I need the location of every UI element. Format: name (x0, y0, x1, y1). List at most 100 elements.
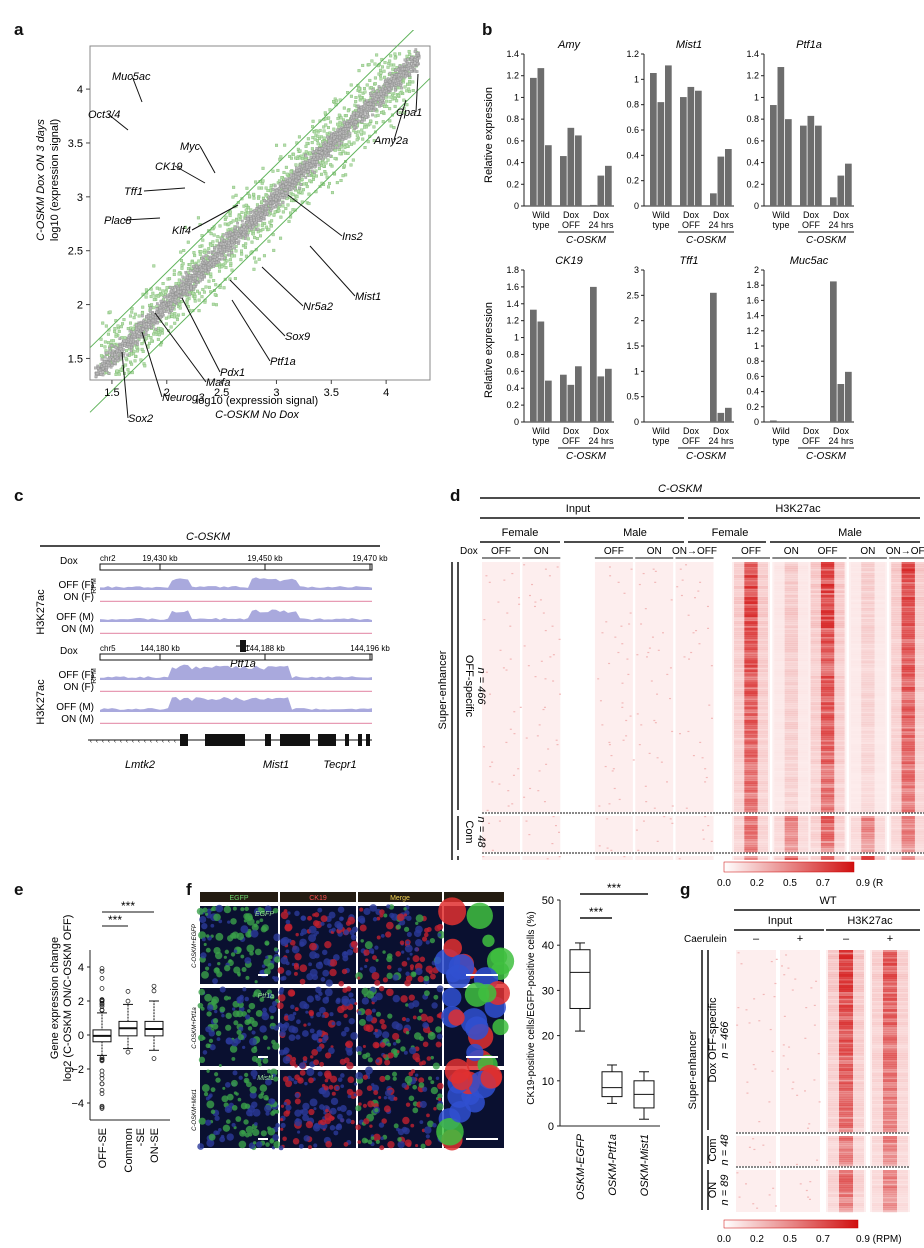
scatter-a-point-gray (313, 160, 316, 164)
scatter-a-point-green (113, 330, 117, 334)
b-bar (725, 407, 732, 422)
b-bar (717, 156, 725, 206)
scatter-a-point-green (244, 242, 248, 246)
scatter-a-point-gray (302, 169, 305, 172)
g-input-label: Input (768, 915, 792, 927)
scatter-plot-a: 1.5 2 2.5 3 3.5 4 1.5 2 2.5 3 3.5 4 Muc5ac Oct3/4 Myc C… (35, 30, 431, 425)
scatter-a-point-gray (405, 67, 408, 71)
scatter-a-point-gray (162, 302, 165, 306)
d-col-label: OFF (818, 546, 838, 557)
d-row-title: Super-enhancer (437, 650, 449, 729)
scatter-a-point-green (308, 179, 312, 183)
d-scale-tick: 0.0 (717, 878, 731, 889)
b-bar (770, 105, 777, 206)
scatter-a-point-gray (338, 131, 342, 135)
scatter-a-point-green (405, 103, 409, 107)
scatter-a-point-green (186, 240, 190, 244)
scatter-a-point-green (266, 189, 270, 193)
d-row-n: n = 48 (475, 817, 487, 849)
f-ylabel: CK19-positive cells/EGFP-positive cells … (526, 911, 537, 1104)
scatter-a-point-green (332, 127, 336, 131)
scatter-a-point-green (119, 325, 123, 329)
scatter-a-point-gray (295, 166, 298, 170)
scatter-a-point-green (408, 79, 412, 83)
b-group-label: type (772, 436, 789, 446)
scatter-a-point-green (324, 117, 328, 121)
scatter-a-point-green (256, 230, 260, 234)
svg-text:‹: ‹ (90, 739, 92, 745)
c-signal-track (100, 632, 372, 634)
scatter-a-point-gray (370, 93, 374, 97)
b-bar (830, 281, 837, 422)
scatter-a-point-gray (384, 79, 387, 83)
scatter-a-point-green (289, 156, 293, 160)
heatmap-column (780, 1170, 820, 1212)
scatter-a-point-gray (225, 232, 228, 235)
scatter-a-point-gray (374, 97, 378, 101)
scatter-a-point-green (175, 318, 179, 322)
b-ylabel-bottom: Relative expression (483, 302, 495, 398)
scatter-a-point-gray (194, 276, 197, 280)
heatmap-column (736, 950, 776, 1132)
scatter-a-point-green (383, 75, 387, 79)
b-group-label: Dox (833, 210, 850, 220)
scatter-a-point-green (375, 121, 379, 125)
b-chart-title: Tff1 (680, 255, 699, 267)
heatmap-column (522, 562, 561, 812)
scatter-a-point-gray (372, 103, 375, 107)
scatter-a-point-green (140, 342, 144, 346)
heatmap-column (675, 816, 714, 852)
scatter-a-point-green (193, 299, 197, 303)
scatter-a-point-gray (173, 298, 177, 302)
scatter-a-point-green (173, 321, 177, 325)
scatter-a-point-green (178, 306, 182, 310)
scatter-a-point-green (297, 135, 301, 139)
scatter-a-point-gray (200, 257, 204, 260)
scatter-a-gene-label: Pdx1 (220, 367, 245, 379)
boxplot-f: 50 40 30 20 10 0 OSKM-EGFP OSKM-Ptf1a OSKM-Mist1… (526, 881, 660, 1200)
scatter-a-point-green (228, 214, 232, 218)
scatter-a-point-green (392, 63, 396, 67)
b-ytick: 2 (754, 265, 759, 275)
heatmap-column (635, 856, 674, 860)
c-coord-tick: 144,180 kb (140, 644, 180, 653)
scatter-a-point-green (373, 82, 377, 86)
scatter-a-point-green (327, 181, 331, 185)
scatter-a-point-gray (161, 313, 164, 316)
scatter-a-point-gray (233, 246, 236, 250)
scatter-a-point-green (211, 240, 215, 244)
scatter-a-point-green (408, 53, 412, 57)
scatter-a-point-gray (262, 215, 266, 218)
f-row-label: C-OSKM+Mist1 (192, 1089, 198, 1131)
scatter-a-point-gray (251, 225, 255, 229)
scatter-a-gene-label: Amy2a (373, 135, 408, 147)
scatter-a-point-green (177, 313, 181, 317)
scatter-a-point-green (338, 152, 342, 156)
scatter-a-point-green (391, 67, 395, 71)
scatter-a-point-gray (284, 191, 288, 195)
scatter-a-point-green (101, 321, 105, 325)
scatter-a-point-gray (340, 138, 344, 142)
scatter-a-point-gray (373, 94, 377, 98)
b-ytick: 0.5 (626, 392, 639, 402)
scatter-a-point-gray (385, 93, 388, 96)
scatter-a-point-gray (216, 254, 219, 258)
scatter-a-point-green (125, 349, 129, 353)
scatter-a-point-green (279, 236, 283, 240)
scatter-a-point-green (207, 279, 211, 283)
d-col-label: ON→OFF (886, 546, 924, 557)
f-row-label: C-OSKM+EGFP (192, 924, 198, 968)
b-group-label: Dox (803, 210, 820, 220)
scatter-a-point-gray (299, 183, 303, 186)
scatter-a-point-green (152, 332, 156, 336)
scatter-a-point-green (342, 106, 346, 110)
scatter-a-point-green (100, 343, 104, 347)
scatter-a-point-gray (231, 243, 235, 247)
scatter-a-point-gray (406, 62, 409, 65)
scatter-a-point-gray (249, 211, 253, 214)
scatter-a-point-green (327, 185, 331, 189)
scatter-a-point-gray (230, 251, 234, 254)
heatmap-column (482, 562, 520, 812)
scatter-a-point-gray (229, 247, 233, 250)
scatter-a-point-gray (160, 304, 164, 308)
